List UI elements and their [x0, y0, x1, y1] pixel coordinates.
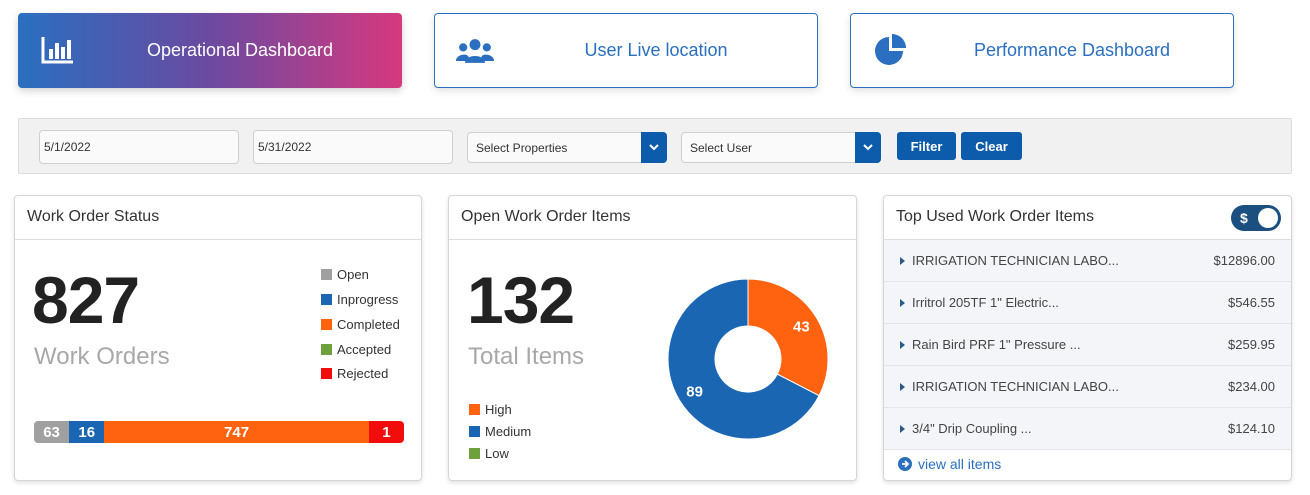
top-used-items-panel: Top Used Work Order Items $ IRRIGATION T… — [883, 195, 1292, 481]
status-stacked-bar: 63 16 747 1 — [34, 421, 404, 443]
list-item[interactable]: IRRIGATION TECHNICIAN LABO... $234.00 — [884, 366, 1291, 408]
currency-toggle[interactable]: $ — [1231, 205, 1281, 231]
chevron-down-icon[interactable] — [855, 132, 881, 163]
item-price: $234.00 — [1228, 379, 1275, 394]
divider — [15, 239, 421, 240]
panel-title: Top Used Work Order Items — [896, 208, 1094, 225]
bar-chart-icon — [38, 33, 78, 67]
legend-item: Accepted — [321, 342, 391, 357]
legend-swatch — [321, 319, 332, 330]
item-name: IRRIGATION TECHNICIAN LABO... — [912, 379, 1119, 394]
item-price: $259.95 — [1228, 337, 1275, 352]
legend-swatch — [469, 426, 480, 437]
item-name: IRRIGATION TECHNICIAN LABO... — [912, 253, 1119, 268]
filter-bar: Select Properties Select User Filter Cle… — [18, 118, 1292, 174]
bar-segment-completed[interactable]: 747 — [104, 421, 369, 443]
item-name: Irritrol 205TF 1" Electric... — [912, 295, 1059, 310]
legend-label: Low — [485, 446, 509, 461]
nav-operational-dashboard[interactable]: Operational Dashboard — [18, 13, 402, 88]
start-date-input[interactable] — [39, 130, 239, 164]
user-select[interactable]: Select User — [681, 132, 881, 163]
legend-label: Medium — [485, 424, 532, 439]
divider — [449, 239, 856, 240]
nav-label: Performance Dashboard — [973, 40, 1171, 60]
item-name: Rain Bird PRF 1" Pressure ... — [912, 337, 1081, 352]
legend-label: High — [485, 402, 512, 417]
open-work-order-items-panel: Open Work Order Items 132 Total Items Hi… — [448, 195, 857, 481]
divider — [884, 239, 1291, 240]
legend-label: Rejected — [337, 366, 389, 381]
end-date-input[interactable] — [253, 130, 453, 164]
legend-label: Completed — [337, 317, 400, 332]
legend-item: Open — [321, 267, 369, 282]
legend-swatch — [321, 368, 332, 379]
view-all-label: view all items — [918, 456, 1002, 472]
nav-performance-dashboard[interactable]: Performance Dashboard — [850, 13, 1234, 88]
legend-item: Rejected — [321, 366, 388, 381]
caret-right-icon — [900, 298, 905, 307]
priority-donut-chart: 43 89 — [667, 278, 829, 440]
legend-swatch — [321, 294, 332, 305]
panel-title: Open Work Order Items — [461, 208, 631, 225]
clear-button[interactable]: Clear — [961, 132, 1022, 160]
caret-right-icon — [900, 256, 905, 265]
total-items-caption: Total Items — [468, 343, 585, 370]
view-all-items-link[interactable]: view all items — [898, 456, 1001, 472]
item-price: $124.10 — [1228, 421, 1275, 436]
toggle-knob — [1258, 208, 1278, 228]
nav-label: Operational Dashboard — [146, 40, 334, 60]
arrow-circle-right-icon — [898, 457, 912, 471]
bar-segment-rejected[interactable]: 1 — [368, 421, 404, 443]
caret-right-icon — [900, 382, 905, 391]
bar-segment-open[interactable]: 63 — [34, 421, 70, 443]
work-order-caption: Work Orders — [34, 343, 170, 370]
legend-label: Open — [337, 267, 369, 282]
properties-select-label: Select Properties — [476, 141, 568, 155]
list-item[interactable]: 3/4" Drip Coupling ... $124.10 — [884, 408, 1291, 450]
caret-right-icon — [900, 424, 905, 433]
legend-swatch — [469, 404, 480, 415]
list-item[interactable]: Irritrol 205TF 1" Electric... $546.55 — [884, 282, 1291, 324]
legend-swatch — [469, 448, 480, 459]
donut-slice-medium[interactable] — [667, 278, 820, 440]
toggle-label: $ — [1240, 210, 1248, 226]
list-item[interactable]: Rain Bird PRF 1" Pressure ... $259.95 — [884, 324, 1291, 366]
filter-button[interactable]: Filter — [897, 132, 956, 160]
legend-item: Completed — [321, 317, 400, 332]
panel-title: Work Order Status — [27, 208, 160, 225]
legend-label: Inprogress — [337, 292, 399, 307]
legend-swatch — [321, 344, 332, 355]
legend-swatch — [321, 269, 332, 280]
users-icon — [455, 34, 495, 68]
bar-segment-inprogress[interactable]: 16 — [69, 421, 105, 443]
item-name: 3/4" Drip Coupling ... — [912, 421, 1032, 436]
item-price: $546.55 — [1228, 295, 1275, 310]
legend-item: High — [469, 402, 512, 417]
item-price: $12896.00 — [1213, 253, 1275, 268]
properties-select[interactable]: Select Properties — [467, 132, 667, 163]
legend-label: Accepted — [337, 342, 392, 357]
caret-right-icon — [900, 340, 905, 349]
list-item[interactable]: IRRIGATION TECHNICIAN LABO... $12896.00 — [884, 240, 1291, 282]
pie-chart-icon — [871, 34, 911, 68]
total-items-count: 132 — [467, 263, 575, 337]
legend-item: Inprogress — [321, 292, 398, 307]
user-select-label: Select User — [690, 141, 753, 155]
nav-label: User Live location — [584, 40, 728, 60]
donut-slice-high[interactable] — [747, 278, 829, 397]
legend-item: Medium — [469, 424, 531, 439]
chevron-down-icon[interactable] — [641, 132, 667, 163]
work-order-count: 827 — [32, 263, 140, 337]
work-order-status-panel: Work Order Status 827 Work Orders Open I… — [14, 195, 422, 481]
donut-data-label: 43 — [793, 318, 810, 335]
nav-user-live-location[interactable]: User Live location — [434, 13, 818, 88]
legend-item: Low — [469, 446, 509, 461]
donut-data-label: 89 — [686, 384, 703, 401]
